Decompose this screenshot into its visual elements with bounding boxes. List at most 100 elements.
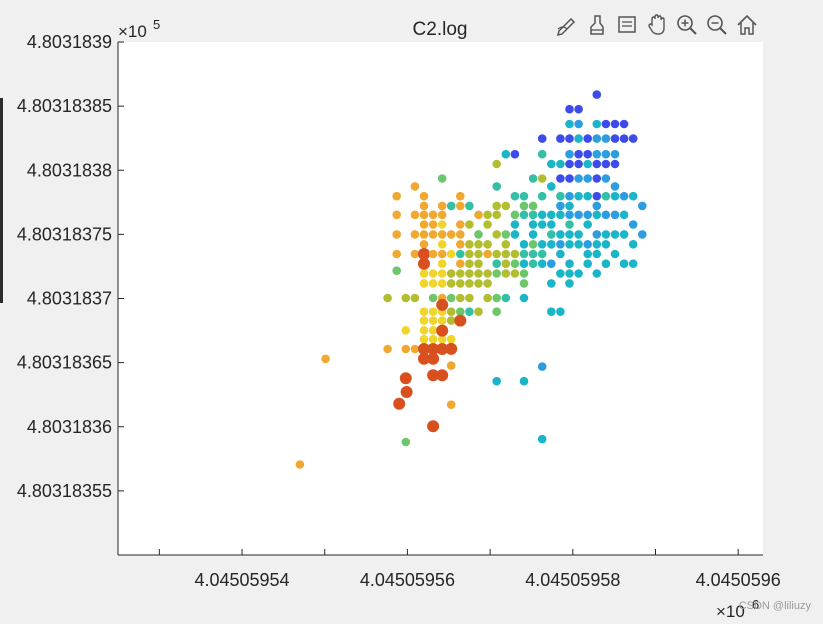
scatter-point bbox=[392, 249, 402, 259]
scatter-point bbox=[428, 293, 438, 303]
scatter-point bbox=[556, 191, 565, 201]
scatter-point bbox=[565, 149, 574, 159]
scatter-point bbox=[628, 220, 638, 229]
pan-button[interactable] bbox=[644, 12, 670, 38]
scatter-point bbox=[465, 279, 474, 288]
scatter-point bbox=[565, 279, 574, 288]
y-tick-label: 4.80318385 bbox=[17, 96, 112, 116]
scatter-point bbox=[419, 210, 429, 220]
scatter-point bbox=[519, 210, 529, 220]
scatter-point bbox=[537, 362, 547, 371]
edit-plot-button[interactable] bbox=[554, 12, 580, 38]
scatter-point bbox=[492, 230, 502, 239]
zoom-out-button[interactable] bbox=[704, 12, 730, 38]
scatter-point bbox=[583, 191, 592, 201]
scatter-point bbox=[437, 220, 447, 229]
scatter-point bbox=[437, 249, 447, 259]
scatter-point bbox=[547, 307, 556, 317]
scatter-point bbox=[565, 220, 574, 229]
scatter-point bbox=[474, 307, 483, 317]
x-tick-label: 4.04505956 bbox=[360, 570, 455, 590]
scatter-point bbox=[492, 259, 502, 269]
scatter-point bbox=[501, 293, 511, 303]
scatter-point bbox=[483, 220, 492, 229]
scatter-point bbox=[583, 134, 592, 143]
brush-button[interactable] bbox=[584, 12, 610, 38]
scatter-point bbox=[410, 182, 420, 191]
scatter-point bbox=[547, 240, 556, 249]
scatter-point bbox=[628, 259, 638, 269]
scatter-point bbox=[565, 269, 574, 278]
scatter-point bbox=[510, 249, 520, 259]
scatter-point bbox=[574, 269, 583, 278]
scatter-point bbox=[574, 230, 583, 239]
scatter-point bbox=[574, 119, 583, 129]
data-tip-button[interactable] bbox=[614, 12, 640, 38]
scatter-point bbox=[427, 343, 440, 355]
chart-title: C2.log bbox=[413, 19, 468, 40]
scatter-point bbox=[519, 269, 529, 278]
scatter-point bbox=[465, 240, 474, 249]
y-tick-label: 4.8031838 bbox=[27, 160, 112, 180]
scatter-point bbox=[446, 279, 456, 288]
scatter-point bbox=[537, 191, 547, 201]
scatter-point bbox=[592, 134, 602, 143]
scatter-point bbox=[446, 334, 456, 344]
scatter-point bbox=[610, 210, 620, 220]
scatter-point bbox=[583, 249, 592, 259]
scatter-point bbox=[428, 269, 438, 278]
scatter-point bbox=[428, 316, 438, 325]
scatter-point bbox=[492, 249, 502, 259]
scatter-point bbox=[419, 201, 429, 211]
scatter-point bbox=[556, 269, 565, 278]
scatter-point bbox=[519, 201, 529, 211]
scatter-point bbox=[547, 220, 556, 229]
scatter-point bbox=[492, 269, 502, 278]
scatter-point bbox=[492, 307, 502, 317]
scatter-point bbox=[419, 307, 429, 317]
scatter-point bbox=[528, 201, 538, 211]
scatter-point bbox=[510, 191, 520, 201]
scatter-point bbox=[492, 376, 502, 386]
scatter-point bbox=[510, 259, 520, 269]
scatter-point bbox=[321, 354, 330, 364]
scatter-point bbox=[565, 230, 574, 239]
home-button[interactable] bbox=[734, 12, 760, 38]
scatter-point bbox=[446, 307, 456, 317]
scatter-point bbox=[574, 149, 583, 159]
scatter-point bbox=[610, 230, 620, 239]
scatter-point bbox=[619, 259, 629, 269]
scatter-point bbox=[528, 249, 538, 259]
zoom-in-button[interactable] bbox=[674, 12, 700, 38]
data-tip-icon bbox=[618, 16, 636, 33]
scatter-point bbox=[528, 240, 538, 249]
scatter-point bbox=[547, 259, 556, 269]
scatter-point bbox=[418, 352, 430, 365]
scatter-point bbox=[601, 159, 611, 169]
scatter-point bbox=[574, 104, 583, 114]
scatter-point bbox=[428, 334, 438, 344]
x-exponent-label: ×10 6 bbox=[716, 597, 759, 621]
x-ticks: 4.04505954 4.04505956 4.04505958 4.0450596 bbox=[158, 549, 781, 590]
scatter-point bbox=[583, 174, 592, 183]
scatter-point bbox=[400, 386, 413, 398]
scatter-point bbox=[483, 279, 492, 288]
scatter-point bbox=[628, 191, 638, 201]
scatter-point bbox=[583, 240, 592, 249]
scatter-point bbox=[456, 293, 465, 303]
scatter-point bbox=[610, 119, 620, 129]
scatter-point bbox=[437, 269, 447, 278]
scatter-point bbox=[465, 220, 474, 229]
scatter-point bbox=[501, 249, 511, 259]
scatter-point bbox=[601, 240, 611, 249]
scatter-point bbox=[456, 249, 465, 259]
scatter-point bbox=[428, 220, 438, 229]
scatter-point bbox=[483, 240, 492, 249]
scatter-point bbox=[383, 344, 392, 354]
scatter-point bbox=[401, 326, 411, 335]
scatter-point bbox=[501, 149, 511, 159]
scatter-point bbox=[592, 210, 602, 220]
scatter-point bbox=[492, 159, 502, 169]
y-tick-label: 4.80318355 bbox=[17, 481, 112, 501]
